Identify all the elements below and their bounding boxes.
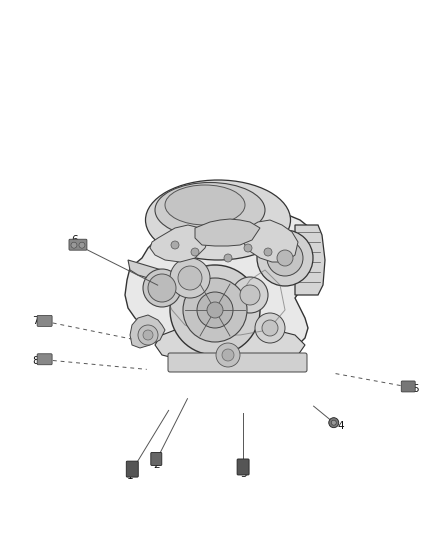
Ellipse shape <box>155 182 265 238</box>
Text: 3: 3 <box>240 470 247 479</box>
Text: 7: 7 <box>32 317 39 326</box>
Circle shape <box>197 292 233 328</box>
Polygon shape <box>130 315 165 348</box>
Ellipse shape <box>143 269 181 307</box>
Circle shape <box>255 313 285 343</box>
Circle shape <box>224 254 232 262</box>
Ellipse shape <box>148 274 176 302</box>
Circle shape <box>240 285 260 305</box>
Text: 8: 8 <box>32 357 39 366</box>
Circle shape <box>264 248 272 256</box>
FancyBboxPatch shape <box>37 316 52 326</box>
Circle shape <box>262 320 278 336</box>
Circle shape <box>71 242 77 248</box>
FancyBboxPatch shape <box>401 381 415 392</box>
Polygon shape <box>150 225 210 262</box>
Text: 1: 1 <box>127 471 134 481</box>
Polygon shape <box>155 328 305 362</box>
Circle shape <box>138 325 158 345</box>
FancyBboxPatch shape <box>151 453 162 465</box>
Text: 2: 2 <box>153 461 160 470</box>
Circle shape <box>143 330 153 340</box>
Circle shape <box>267 240 303 276</box>
Circle shape <box>183 278 247 342</box>
Circle shape <box>170 258 210 298</box>
FancyBboxPatch shape <box>168 353 307 372</box>
Polygon shape <box>128 260 190 285</box>
Polygon shape <box>295 225 325 295</box>
Polygon shape <box>125 203 322 348</box>
Circle shape <box>216 343 240 367</box>
Circle shape <box>207 302 223 318</box>
Circle shape <box>79 242 85 248</box>
Text: 5: 5 <box>412 384 419 394</box>
Circle shape <box>171 241 179 249</box>
Circle shape <box>232 277 268 313</box>
Circle shape <box>191 248 199 256</box>
FancyBboxPatch shape <box>126 461 138 477</box>
Circle shape <box>277 250 293 266</box>
Circle shape <box>329 418 339 427</box>
Circle shape <box>331 420 336 425</box>
FancyBboxPatch shape <box>237 459 249 475</box>
Polygon shape <box>242 220 298 262</box>
Polygon shape <box>195 219 260 246</box>
Ellipse shape <box>145 180 290 260</box>
Circle shape <box>257 230 313 286</box>
Ellipse shape <box>165 185 245 225</box>
Circle shape <box>170 265 260 355</box>
FancyBboxPatch shape <box>37 354 52 365</box>
Text: 6: 6 <box>71 235 78 245</box>
Circle shape <box>244 244 252 252</box>
Text: 4: 4 <box>337 422 344 431</box>
Circle shape <box>178 266 202 290</box>
FancyBboxPatch shape <box>69 239 87 250</box>
Circle shape <box>222 349 234 361</box>
